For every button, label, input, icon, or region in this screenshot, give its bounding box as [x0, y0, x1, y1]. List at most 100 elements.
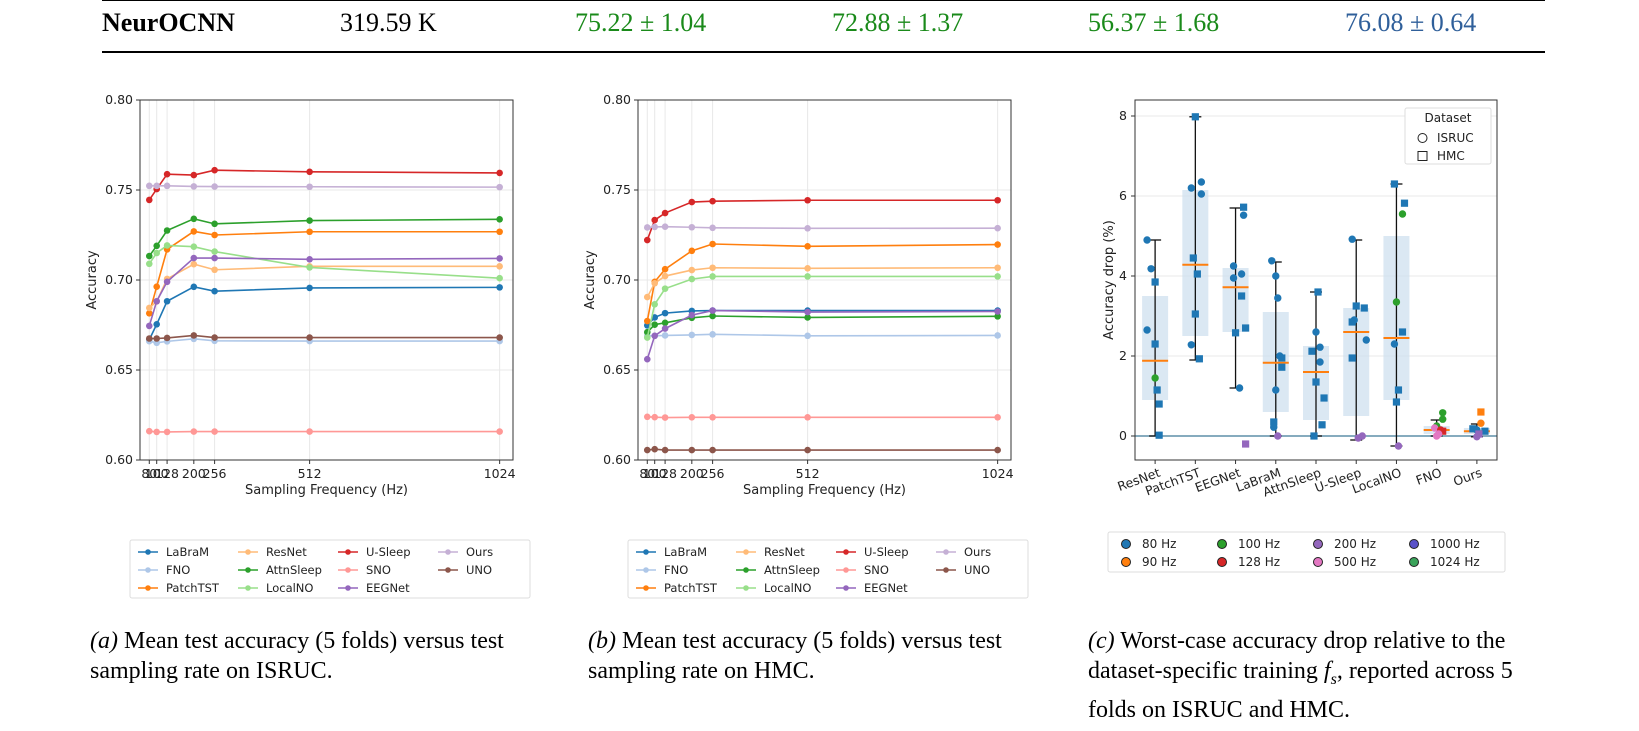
- x-tick-label: FNO: [1414, 465, 1444, 488]
- data-point-isruc: [1394, 442, 1403, 450]
- legend-label: LaBraM: [664, 545, 707, 559]
- data-point: [190, 254, 198, 262]
- series-fno: [643, 331, 1001, 340]
- data-point-isruc: [1430, 424, 1439, 432]
- x-tick-label: 256: [203, 466, 227, 481]
- data-point: [211, 220, 218, 228]
- data-point: [190, 171, 198, 179]
- data-point-isruc: [1398, 210, 1407, 218]
- data-point: [153, 335, 161, 342]
- data-point: [145, 322, 153, 330]
- data-point-hmc: [1155, 400, 1163, 408]
- data-point: [145, 304, 153, 312]
- data-point: [496, 169, 503, 177]
- data-point-hmc: [1189, 254, 1197, 262]
- data-point-hmc: [1398, 328, 1407, 336]
- caption-math: f: [1323, 658, 1331, 684]
- legend-item: 90 Hz: [1121, 555, 1176, 569]
- legend-label: 100 Hz: [1238, 537, 1280, 551]
- legend-marker-circle: [1417, 133, 1428, 143]
- series-eegnet: [643, 307, 1001, 363]
- x-tick-label: 200: [182, 466, 206, 481]
- legend-swatch-marker: [943, 567, 949, 573]
- data-point-isruc: [1235, 384, 1244, 392]
- data-point: [496, 274, 503, 282]
- x-tick-label: 512: [796, 466, 820, 481]
- series-patchtst: [145, 228, 503, 317]
- x-tick-label: 128: [155, 466, 179, 481]
- data-point: [661, 272, 669, 280]
- series-line: [647, 225, 998, 230]
- series-sno: [643, 413, 1001, 421]
- box-attnsleep: [1303, 291, 1329, 437]
- legend-swatch-marker: [843, 585, 849, 591]
- legend-label: EEGNet: [366, 581, 410, 595]
- data-point-hmc: [1242, 440, 1250, 448]
- data-point-isruc: [1358, 432, 1366, 440]
- box-localno: [1383, 183, 1410, 447]
- data-point: [804, 314, 811, 321]
- legend-item: LocalNO: [736, 581, 811, 595]
- legend-label: LaBraM: [166, 545, 209, 559]
- table-row: NeurOCNN 319.59 K 75.22 ± 1.04 72.88 ± 1…: [0, 0, 1639, 58]
- data-point: [661, 285, 669, 292]
- data-point: [145, 260, 153, 268]
- data-point-isruc: [1348, 235, 1356, 243]
- legend-label: 80 Hz: [1142, 537, 1176, 551]
- legend-frequency: 80 Hz 100 Hz 200 Hz 1000 Hz 90 Hz 128 Hz 500 H…: [1107, 531, 1506, 573]
- series-labram: [145, 283, 503, 344]
- data-point: [709, 331, 716, 338]
- data-point-hmc: [1270, 418, 1278, 426]
- legend-label: UNO: [964, 563, 990, 577]
- data-point: [496, 284, 503, 291]
- data-point: [145, 252, 153, 260]
- legend-label: LocalNO: [764, 581, 811, 595]
- data-point-hmc: [1153, 386, 1161, 394]
- data-point: [306, 168, 313, 176]
- y-axis-label: Accuracy: [583, 250, 598, 310]
- data-point: [306, 183, 313, 191]
- legend-item: AttnSleep: [238, 563, 322, 577]
- series-line: [149, 185, 500, 188]
- data-point: [709, 307, 716, 314]
- legend-item: 128 Hz: [1217, 555, 1280, 569]
- legend-item: ResNet: [736, 545, 805, 559]
- legend-item: Ours: [438, 545, 493, 559]
- data-point: [643, 236, 651, 244]
- data-point-isruc: [1312, 328, 1320, 336]
- data-point: [153, 182, 161, 190]
- legend-label: FNO: [166, 563, 190, 577]
- data-point: [709, 264, 716, 272]
- data-point-hmc: [1348, 318, 1356, 326]
- legend-label: EEGNet: [864, 581, 908, 595]
- data-point: [496, 334, 503, 341]
- data-point-isruc: [1274, 294, 1282, 302]
- legend-item: 1000 Hz: [1409, 537, 1480, 551]
- legend-marker: [1121, 557, 1131, 567]
- data-point-hmc: [1394, 386, 1403, 394]
- data-point: [163, 242, 171, 249]
- box-labram: [1262, 261, 1289, 437]
- data-point: [688, 414, 696, 421]
- data-point: [994, 332, 1001, 339]
- y-axis-label: Accuracy: [85, 250, 100, 310]
- data-point: [804, 273, 811, 280]
- legend-label: U-Sleep: [864, 545, 909, 559]
- legend-item: UNO: [936, 563, 990, 577]
- data-point: [661, 209, 669, 217]
- y-tick-label: 0.65: [603, 362, 631, 377]
- data-point: [804, 265, 811, 272]
- legend-item: AttnSleep: [736, 563, 820, 577]
- data-point: [709, 312, 716, 320]
- legend-swatch-marker: [345, 585, 351, 591]
- data-point-hmc: [1469, 425, 1477, 433]
- data-point-hmc: [1231, 329, 1240, 337]
- legend-swatch-marker: [245, 549, 251, 555]
- x-tick-label: 80: [639, 466, 655, 481]
- series-uno: [643, 445, 1001, 454]
- data-point: [211, 231, 218, 239]
- legend-label: AttnSleep: [764, 563, 820, 577]
